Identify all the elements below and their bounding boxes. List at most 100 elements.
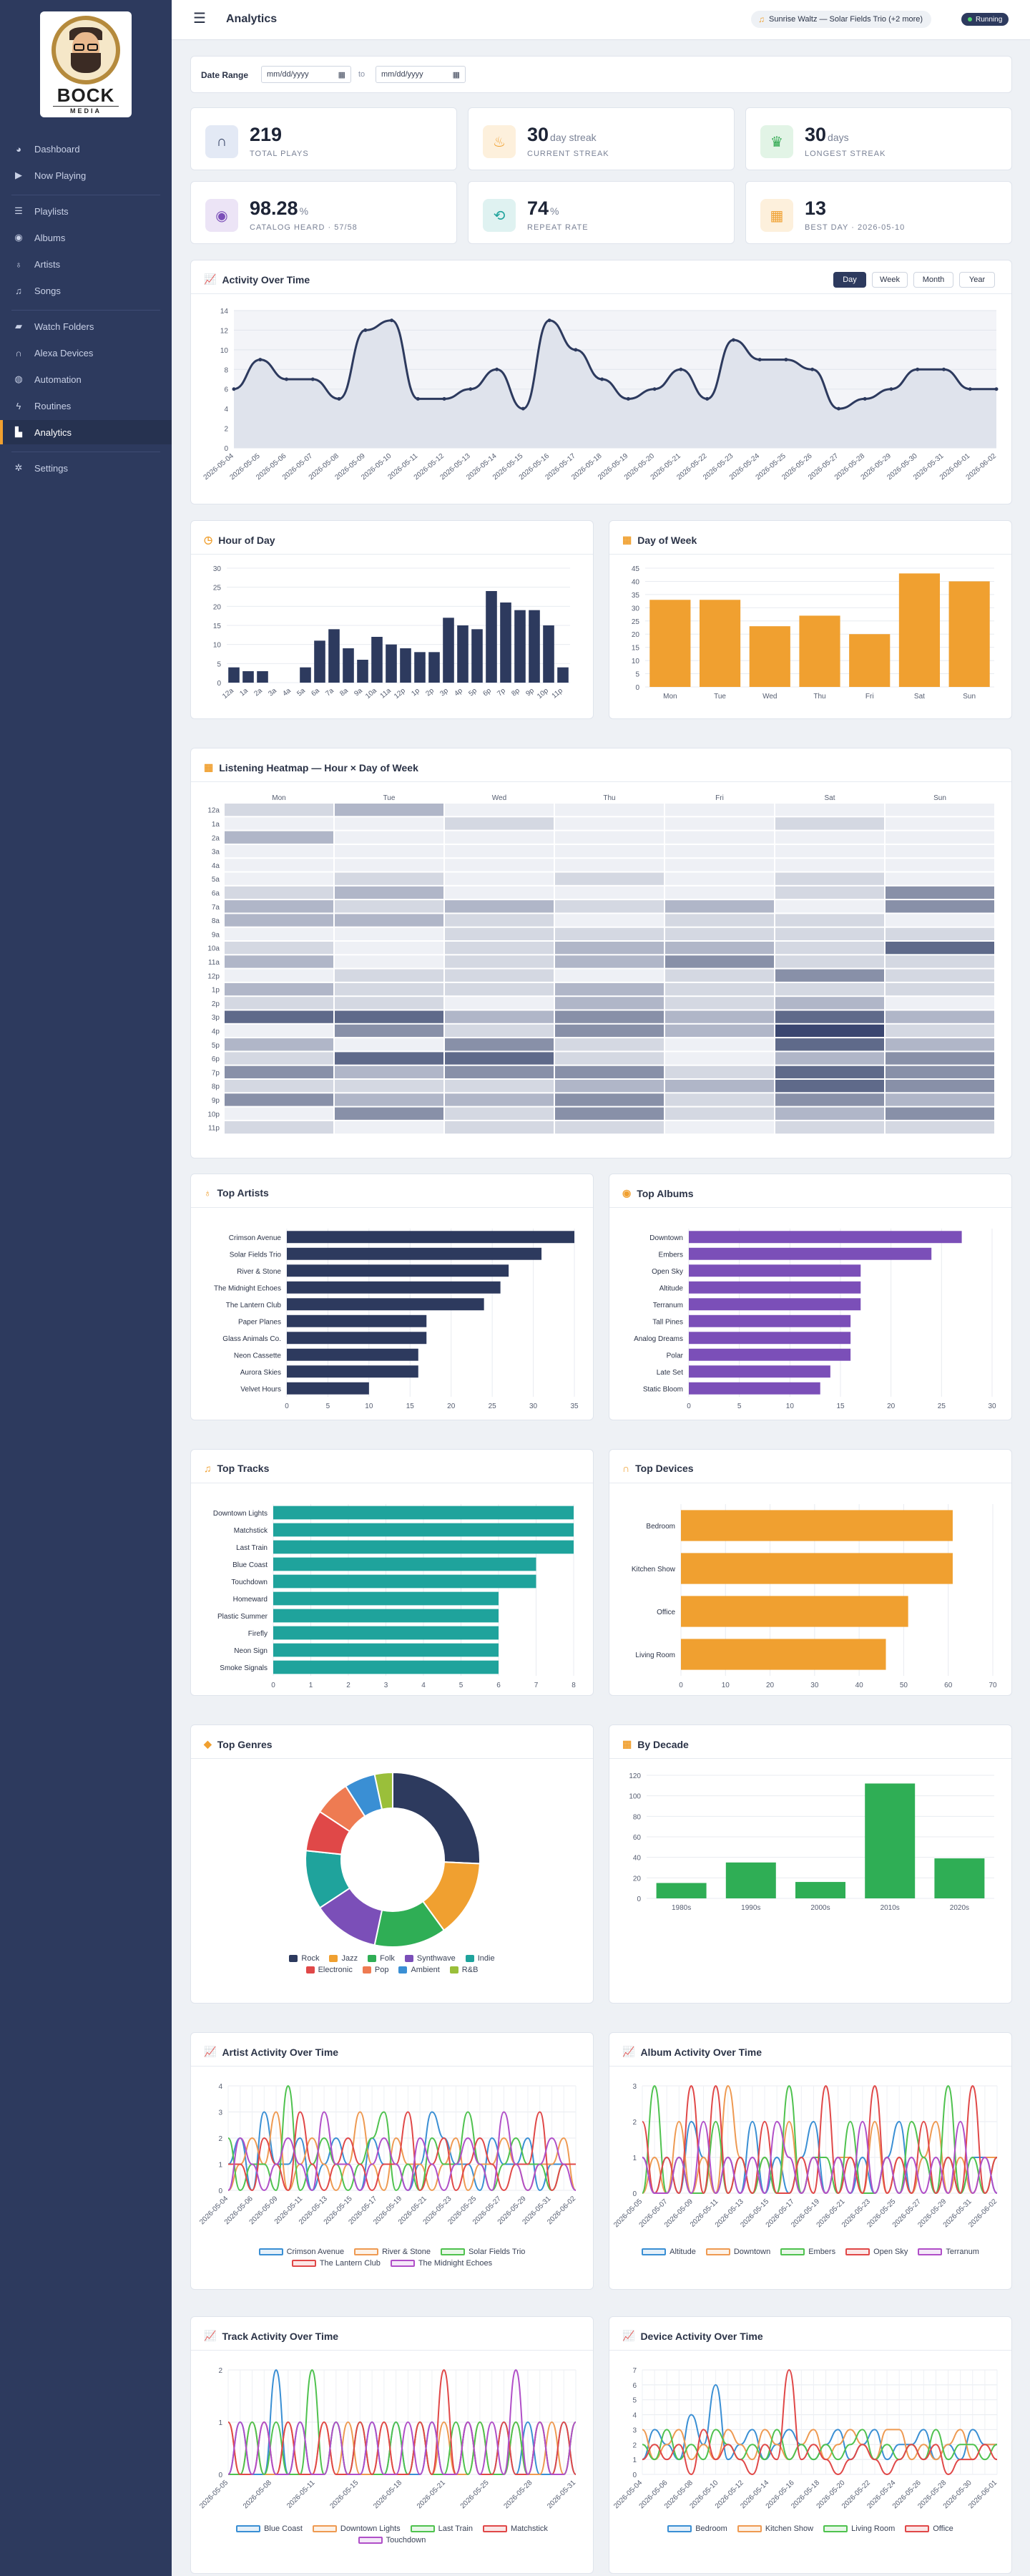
legend-item[interactable]: Jazz (329, 1954, 358, 1963)
x-tick-label: 12p (393, 687, 407, 701)
heat-cell (665, 955, 774, 968)
x-tick-label: 1a (238, 687, 250, 698)
legend-item[interactable]: Living Room (823, 2524, 895, 2533)
legend-item[interactable]: Indie (465, 1954, 495, 1963)
legend-item[interactable]: Open Sky (845, 2248, 908, 2256)
date-to-input[interactable]: mm/dd/yyyy ▦ (376, 66, 466, 83)
heat-cell (555, 817, 664, 830)
data-point (810, 367, 815, 371)
heat-cell (225, 927, 333, 940)
heat-cell (665, 817, 774, 830)
x-tick-label: 2026-05-08 (242, 2479, 273, 2510)
legend-item[interactable]: Rock (289, 1954, 319, 1963)
date-from-input[interactable]: mm/dd/yyyy ▦ (261, 66, 351, 83)
legend-item[interactable]: Synthwave (404, 1954, 456, 1963)
heat-cell (555, 942, 664, 955)
heat-cell (225, 1080, 333, 1093)
legend-item[interactable]: Touchdown (358, 2536, 426, 2545)
heat-cell (225, 969, 333, 982)
microphone-icon: ♁ (15, 258, 22, 270)
sidebar-item-label: Settings (34, 462, 68, 474)
heat-cell (775, 844, 884, 858)
bar (681, 1596, 908, 1627)
legend-item[interactable]: The Lantern Club (291, 2259, 381, 2268)
sidebar-item-songs[interactable]: ♫ Songs (0, 278, 172, 303)
sidebar-item-now-playing[interactable]: ▶ Now Playing (0, 163, 172, 187)
legend-item[interactable]: Pop (362, 1966, 388, 1974)
x-tick-label: 10 (722, 1682, 730, 1689)
app-logo[interactable]: BOCK MEDIA (40, 11, 132, 117)
x-tick-label: 1980s (672, 1904, 691, 1912)
legend-item[interactable]: Downtown (705, 2248, 770, 2256)
x-tick-label: 5 (737, 1402, 742, 1410)
legend-item[interactable]: Blue Coast (236, 2524, 303, 2533)
bar (287, 1281, 501, 1294)
sidebar-item-analytics[interactable]: ▙ Analytics (0, 420, 172, 444)
heat-cell (335, 872, 443, 885)
legend-item[interactable]: R&B (449, 1966, 478, 1974)
sidebar-item-label: Analytics (34, 426, 72, 438)
x-tick-label: 8p (510, 687, 521, 698)
stat-card: ⟲ 74% REPEAT RATE (468, 181, 735, 244)
legend-item[interactable]: Matchstick (482, 2524, 548, 2533)
legend-item[interactable]: Crimson Avenue (258, 2248, 344, 2256)
y-tick-label: Embers (659, 1251, 683, 1259)
device-activity-legend: Bedroom Kitchen Show Living Room Office (609, 2524, 1011, 2533)
heat-cell (665, 1010, 774, 1023)
data-point (363, 328, 368, 332)
legend-item[interactable]: Electronic (305, 1966, 353, 1974)
range-month-button[interactable]: Month (913, 272, 953, 288)
sidebar-item-albums[interactable]: ◉ Albums (0, 225, 172, 250)
sidebar-item-routines[interactable]: ϟ Routines (0, 394, 172, 418)
legend-item[interactable]: Solar Fields Trio (440, 2248, 525, 2256)
stat-card: ♛ 30 days LONGEST STREAK (745, 107, 1012, 170)
heat-cell (886, 914, 994, 927)
menu-toggle-icon[interactable]: ☰ (193, 11, 206, 26)
series-line (642, 2429, 997, 2461)
device-activity-chart: 012345672026-05-042026-05-062026-05-0820… (612, 2367, 999, 2510)
date-from-placeholder: mm/dd/yyyy (267, 70, 309, 79)
heat-cell (665, 872, 774, 885)
legend-item[interactable]: Last Train (410, 2524, 473, 2533)
now-playing-pill[interactable]: ♫ Sunrise Waltz — Solar Fields Trio (+2 … (751, 11, 932, 28)
legend-item[interactable]: Terranum (918, 2248, 979, 2256)
legend-item[interactable]: The Midnight Echoes (390, 2259, 492, 2268)
series-line (227, 2111, 577, 2192)
bar (287, 1264, 509, 1277)
heat-cell (335, 1065, 443, 1078)
heat-cell (886, 942, 994, 955)
data-point (679, 367, 683, 371)
sidebar-item-dashboard[interactable]: ◕ Dashboard (0, 137, 172, 161)
range-day-button[interactable]: Day (833, 272, 866, 288)
range-year-button[interactable]: Year (959, 272, 995, 288)
legend-item[interactable]: River & Stone (354, 2248, 431, 2256)
sidebar-item-watch-folders[interactable]: ▰ Watch Folders (0, 314, 172, 338)
y-tick-label: 80 (633, 1813, 642, 1821)
card-title: ∩ Top Devices (622, 1463, 694, 1474)
sidebar-item-playlists[interactable]: ☰ Playlists (0, 199, 172, 223)
legend-item[interactable]: Folk (368, 1954, 395, 1963)
legend-item[interactable]: Ambient (398, 1966, 440, 1974)
track-activity-card: 📈 Track Activity Over Time 0 1 2 2026-05-05 2… (190, 2316, 594, 2574)
legend-item[interactable]: Office (905, 2524, 953, 2533)
stat-value: 219 (250, 124, 283, 145)
sidebar-item-settings[interactable]: ✲ Settings (0, 456, 172, 480)
bar (273, 1540, 574, 1554)
legend-item[interactable]: Altitude (642, 2248, 696, 2256)
legend-item[interactable]: Downtown Lights (312, 2524, 401, 2533)
sidebar-item-alexa-devices[interactable]: ∩ Alexa Devices (0, 341, 172, 365)
heatmap-chart: Mon Tue Wed Thu Fri Sat Sun 12a 1a 2a 3a 4a 5a 6a 7a 8a… (207, 794, 994, 1134)
row-label: 9p (212, 1097, 220, 1105)
range-week-button[interactable]: Week (872, 272, 908, 288)
legend-item[interactable]: Kitchen Show (737, 2524, 813, 2533)
chart-line-icon: 📈 (622, 2046, 635, 2057)
stat-value: 13 (805, 197, 827, 219)
sidebar-item-artists[interactable]: ♁ Artists (0, 252, 172, 276)
heat-cell (775, 831, 884, 844)
sidebar-item-automation[interactable]: ◍ Automation (0, 367, 172, 391)
heat-cell (335, 1107, 443, 1120)
legend-item[interactable]: Embers (780, 2248, 835, 2256)
legend-item[interactable]: Bedroom (667, 2524, 727, 2533)
track-activity-legend: Blue Coast Downtown Lights Last Train Match… (191, 2524, 593, 2545)
row-label: 8a (212, 917, 220, 925)
